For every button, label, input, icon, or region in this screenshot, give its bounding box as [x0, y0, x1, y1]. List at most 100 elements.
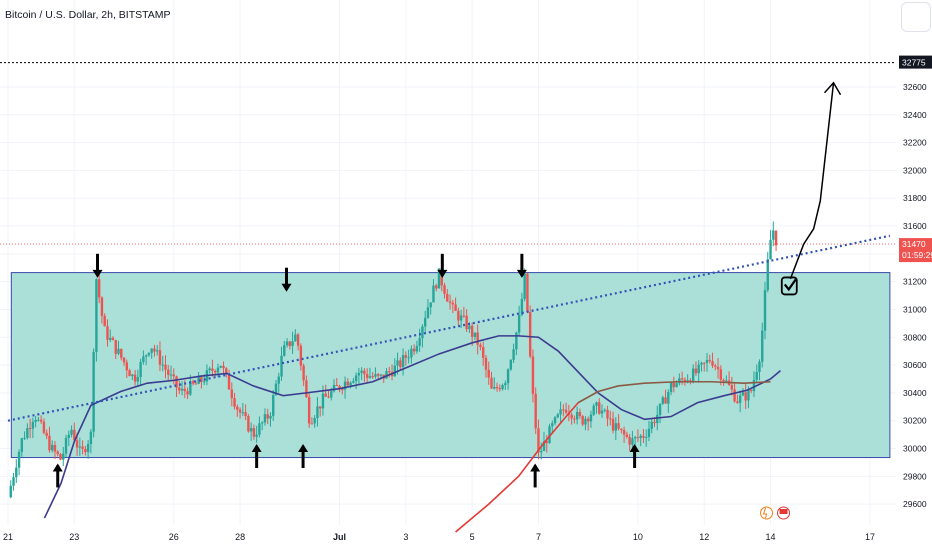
candle-body: [504, 383, 507, 386]
time-axis-label: 28: [235, 532, 245, 542]
flag-glyph: [779, 509, 788, 514]
candle-body: [506, 369, 510, 384]
price-axis-label: 32000: [903, 165, 927, 175]
check-mark-icon: [783, 278, 797, 292]
candle-body: [495, 386, 499, 389]
candle-body: [266, 414, 269, 419]
candle-body: [78, 446, 82, 448]
candle-body: [589, 414, 593, 422]
candle-body: [106, 326, 109, 340]
time-axis-label: Jul: [333, 532, 346, 542]
candle-body: [62, 453, 65, 460]
candle-body: [349, 382, 352, 386]
candle-body: [283, 345, 286, 356]
candle-body: [747, 389, 750, 401]
candle-body: [656, 414, 659, 424]
candle-body: [379, 374, 383, 376]
candle-body: [15, 467, 18, 478]
candle-body: [365, 374, 369, 378]
candle-body: [611, 418, 615, 431]
candle-body: [236, 406, 239, 410]
time-axis-label: 17: [865, 532, 875, 542]
candle-body: [755, 371, 758, 380]
candle-body: [470, 325, 474, 337]
price-axis-label: 30800: [903, 332, 927, 342]
candle-body: [150, 348, 153, 353]
arrowhead-up-icon: [629, 443, 640, 452]
range-rectangle: [10, 272, 891, 459]
candle-body: [341, 389, 344, 391]
moving-average-line-3: [577, 380, 771, 404]
candle-body: [327, 396, 330, 398]
candle-body: [421, 326, 424, 339]
candle-body: [64, 437, 68, 454]
candle-body: [84, 448, 87, 453]
candle-body: [401, 355, 405, 368]
price-axis-label: 31800: [903, 193, 927, 203]
candle-body: [247, 416, 250, 432]
candle-body: [741, 392, 745, 396]
target-price-label: 32775: [902, 58, 926, 68]
candle-body: [219, 365, 222, 368]
candle-body: [542, 441, 546, 451]
candle-body: [310, 423, 314, 425]
arrowhead-up-icon: [251, 443, 262, 452]
candle-body: [667, 392, 670, 404]
candle-body: [592, 405, 595, 415]
chart-settings-button[interactable]: [901, 2, 931, 32]
candle-body: [335, 384, 338, 386]
candle-body: [172, 374, 175, 377]
candle-body: [738, 395, 742, 403]
arrowhead-down-icon: [281, 283, 292, 292]
candle-body: [719, 369, 723, 380]
candle-body: [332, 384, 336, 392]
candle-body: [294, 334, 297, 342]
candle-body: [512, 349, 515, 360]
candle-body: [125, 362, 129, 371]
candle-body: [139, 362, 142, 378]
candle-body: [584, 418, 587, 425]
candle-body: [296, 334, 300, 346]
candle-body: [274, 383, 278, 396]
candle-body: [559, 409, 562, 415]
candle-body: [412, 348, 416, 352]
candle-body: [653, 421, 656, 424]
candle-body: [437, 268, 441, 289]
candle-body: [490, 377, 493, 389]
candle-body: [600, 410, 604, 414]
candle-body: [473, 332, 477, 337]
candle-body: [12, 477, 15, 486]
candle-body: [59, 454, 62, 460]
candle-body: [761, 330, 764, 362]
candle-body: [553, 417, 557, 424]
candle-body: [581, 416, 584, 425]
candle-body: [164, 364, 167, 370]
candle-body: [136, 377, 140, 382]
price-axis-label: 32400: [903, 110, 927, 120]
candle-body: [244, 412, 247, 417]
candle-body: [70, 429, 73, 435]
candle-body: [730, 385, 734, 390]
candle-body: [459, 315, 463, 321]
candle-body: [548, 426, 551, 444]
candle-body: [180, 388, 184, 391]
candle-body: [769, 239, 772, 260]
candle-body: [631, 438, 634, 445]
candle-body: [371, 376, 374, 378]
candle-body: [716, 366, 720, 370]
candle-body: [285, 341, 289, 346]
candle-body: [661, 397, 664, 404]
candle-body: [354, 375, 358, 382]
candle-body: [377, 374, 380, 376]
candle-body: [197, 376, 200, 384]
candle-body: [465, 315, 468, 330]
candle-body: [639, 435, 642, 439]
candle-body: [230, 389, 233, 399]
candle-body: [772, 230, 775, 240]
candle-body: [191, 381, 195, 384]
candle-body: [680, 378, 684, 380]
candle-body: [725, 380, 728, 382]
candle-body: [451, 302, 455, 305]
candle-body: [501, 385, 504, 390]
